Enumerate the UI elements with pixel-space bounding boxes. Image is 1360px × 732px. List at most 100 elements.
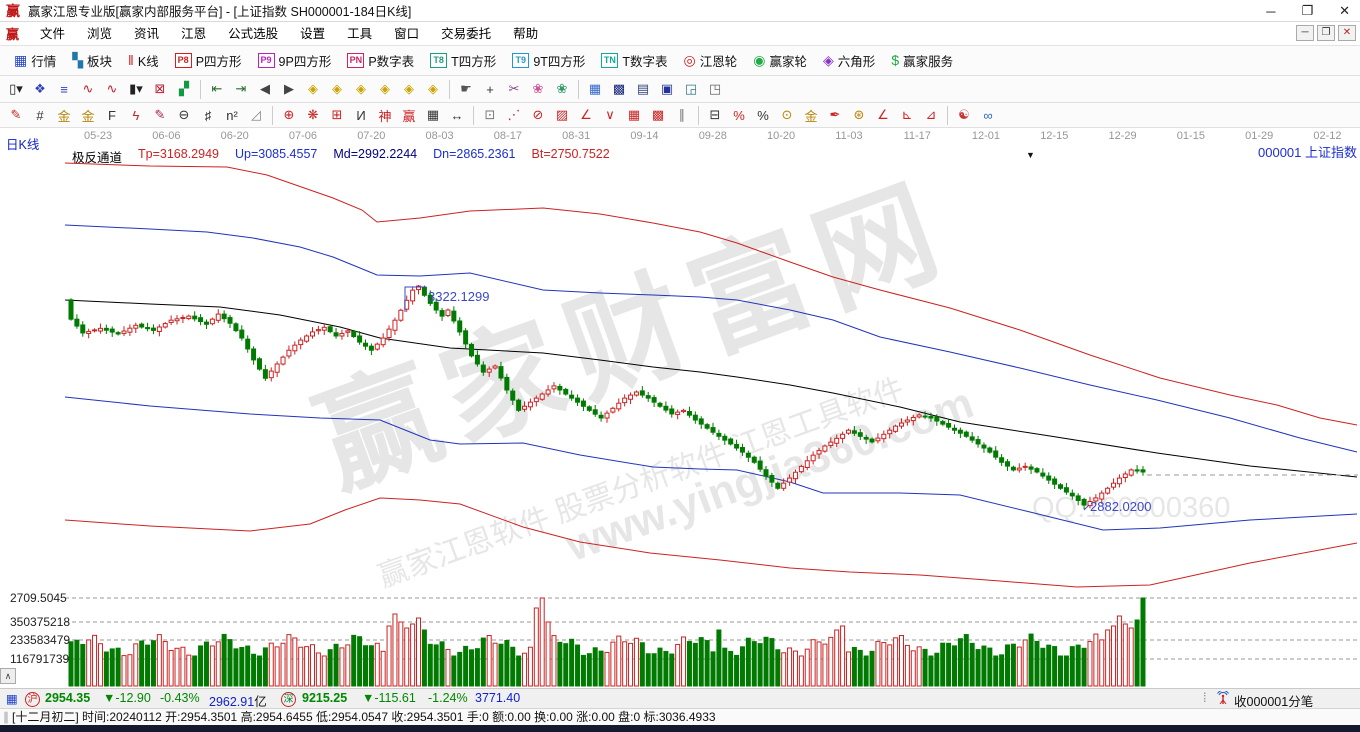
export-icon[interactable]: ◲: [684, 81, 698, 96]
menu-item-设置[interactable]: 设置: [300, 26, 326, 41]
measure-h-icon[interactable]: ↔: [450, 107, 464, 123]
circle-grid-icon[interactable]: ⊖: [178, 107, 190, 122]
web-square-icon[interactable]: ⊞: [331, 107, 343, 122]
brush-icon[interactable]: ✎: [154, 107, 166, 122]
ruler-grid-icon[interactable]: ▦: [426, 107, 440, 122]
menu-item-公式选股[interactable]: 公式选股: [228, 26, 279, 41]
flower-green-icon[interactable]: ❀: [556, 81, 568, 96]
spiral-icon[interactable]: ϟ: [132, 107, 140, 123]
notes-icon[interactable]: ▤: [636, 81, 650, 96]
market-grid-icon[interactable]: ▦: [6, 692, 18, 706]
candle-type-dropdown-icon[interactable]: ▮▾: [129, 81, 143, 96]
angle-tool-icon[interactable]: ◿: [251, 107, 261, 122]
menu-item-浏览[interactable]: 浏览: [87, 26, 113, 41]
p-number-button[interactable]: PN P数字表: [339, 48, 422, 74]
chart-canvas[interactable]: [0, 128, 1360, 688]
save-icon[interactable]: ▣: [660, 81, 674, 96]
angle-f-icon[interactable]: ⊾: [901, 107, 913, 122]
grid-3-chart-icon[interactable]: ∿: [82, 81, 94, 96]
gold-grid-1-icon[interactable]: 金: [57, 108, 71, 124]
gold-grid-2-icon[interactable]: 金: [81, 108, 95, 124]
zoom-left-icon[interactable]: ◈: [308, 81, 318, 96]
angle-lines-icon[interactable]: ∠: [580, 107, 592, 122]
last-page-icon[interactable]: ⇥: [235, 81, 247, 96]
gann-wheel-button[interactable]: ◎ 江恩轮: [676, 48, 746, 74]
n2-grid-icon[interactable]: n²: [226, 107, 238, 123]
wave-mark-icon[interactable]: И: [356, 107, 366, 123]
feed-label[interactable]: 收000001分笔: [1234, 695, 1314, 709]
pen-tool-icon[interactable]: ✎: [10, 107, 22, 122]
gold-line-icon[interactable]: 金: [804, 108, 818, 124]
grid-dense-icon[interactable]: ▩: [651, 107, 665, 122]
next-page-icon[interactable]: ▶: [284, 81, 294, 96]
chart-area[interactable]: 05-23 06-06 06-20 07-06 07-20 08-03 08-17 08-31…: [0, 128, 1360, 688]
shen-grid-icon[interactable]: 神: [378, 108, 392, 124]
close-button[interactable]: ✕: [1339, 3, 1350, 18]
taiji-icon[interactable]: ☯: [958, 107, 970, 122]
color-volume-icon[interactable]: ▞: [179, 81, 189, 96]
angle-k-icon[interactable]: ⊿: [925, 107, 937, 122]
hexagon-button[interactable]: ◈ 六角形: [815, 48, 883, 74]
winner-wheel-button[interactable]: ◉ 赢家轮: [745, 48, 815, 74]
hatch-box-icon[interactable]: ▨: [555, 107, 569, 122]
restore-button[interactable]: ❐: [1301, 3, 1314, 18]
ink-pen-icon[interactable]: ✒: [829, 107, 841, 122]
quotes-button[interactable]: ▦ 行情: [6, 48, 64, 74]
pattern-x-icon[interactable]: ⊠: [154, 81, 166, 96]
infinity-icon[interactable]: ∞: [983, 107, 993, 123]
menu-item-江恩[interactable]: 江恩: [181, 26, 207, 41]
f-grid-icon[interactable]: F: [108, 107, 116, 123]
cut-tool-icon[interactable]: ✂: [508, 81, 520, 96]
minimize-button[interactable]: ─: [1266, 3, 1276, 19]
parallel-lines-icon[interactable]: ∥: [678, 107, 686, 122]
prev-page-icon[interactable]: ◀: [260, 81, 270, 96]
t-number-button[interactable]: TN T数字表: [593, 48, 675, 74]
gold-circle-icon[interactable]: ⊙: [781, 107, 793, 122]
info-list-icon[interactable]: ≡: [60, 81, 68, 97]
box-tool-icon[interactable]: ⊡: [484, 107, 496, 122]
menu-item-资讯[interactable]: 资讯: [134, 26, 160, 41]
t9-square-button[interactable]: T9 9T四方形: [504, 48, 593, 74]
grid-9-chart-icon[interactable]: ∿: [106, 81, 118, 96]
menu-item-工具[interactable]: 工具: [347, 26, 373, 41]
kline-button[interactable]: ‖ K线: [120, 48, 167, 74]
print-icon[interactable]: ◳: [708, 81, 722, 96]
p-square-button[interactable]: P8 P四方形: [167, 48, 250, 74]
hash-grid-icon[interactable]: ♯: [204, 107, 212, 123]
percent-icon[interactable]: %: [757, 107, 769, 123]
mdi-restore-button[interactable]: ❐: [1317, 25, 1335, 41]
indicator-window-icon[interactable]: ❖: [34, 81, 46, 96]
winner-service-button[interactable]: $ 赢家服务: [883, 48, 961, 74]
angle-j-icon[interactable]: ∠: [877, 107, 889, 122]
compass-icon[interactable]: ⊕: [283, 107, 295, 122]
flower-pink-icon[interactable]: ❀: [532, 81, 544, 96]
percent-red-icon[interactable]: %: [733, 107, 745, 123]
p9-square-button[interactable]: P9 9P四方形: [250, 48, 340, 74]
grid-red-icon[interactable]: ▦: [627, 107, 641, 122]
win-grid-icon[interactable]: 赢: [402, 108, 416, 124]
calendar-icon[interactable]: ▦: [588, 81, 602, 96]
fan-lines-icon[interactable]: ⋰: [507, 107, 521, 122]
minus-box-icon[interactable]: ⊟: [709, 107, 721, 122]
zoom-in-icon[interactable]: ◈: [380, 81, 390, 96]
menu-item-窗口[interactable]: 窗口: [394, 26, 420, 41]
zoom-all-icon[interactable]: ◈: [428, 81, 438, 96]
zoom-vertical-icon[interactable]: ◈: [404, 81, 414, 96]
menu-item-帮助[interactable]: 帮助: [513, 26, 539, 41]
scroll-up-button[interactable]: ∧: [0, 668, 16, 684]
cross-cursor-icon[interactable]: +: [486, 81, 494, 97]
kline-style-dropdown-icon[interactable]: ▯▾: [9, 81, 23, 96]
hand-tool-icon[interactable]: ☛: [460, 81, 472, 96]
menu-item-文件[interactable]: 文件: [40, 26, 66, 41]
sectors-button[interactable]: ▚ 板块: [64, 48, 120, 74]
mdi-minimize-button[interactable]: ─: [1296, 25, 1314, 41]
zoom-right-icon[interactable]: ◈: [332, 81, 342, 96]
zoom-horizontal-icon[interactable]: ◈: [356, 81, 366, 96]
t-square-button[interactable]: T8 T四方形: [422, 48, 504, 74]
menu-item-交易委托[interactable]: 交易委托: [441, 26, 492, 41]
calculator-icon[interactable]: ▩: [612, 81, 626, 96]
web-icon[interactable]: ❋: [307, 107, 319, 122]
gold-star-icon[interactable]: ⊛: [853, 107, 865, 122]
circle-lines-icon[interactable]: ⊘: [532, 107, 544, 122]
first-page-icon[interactable]: ⇤: [211, 81, 223, 96]
